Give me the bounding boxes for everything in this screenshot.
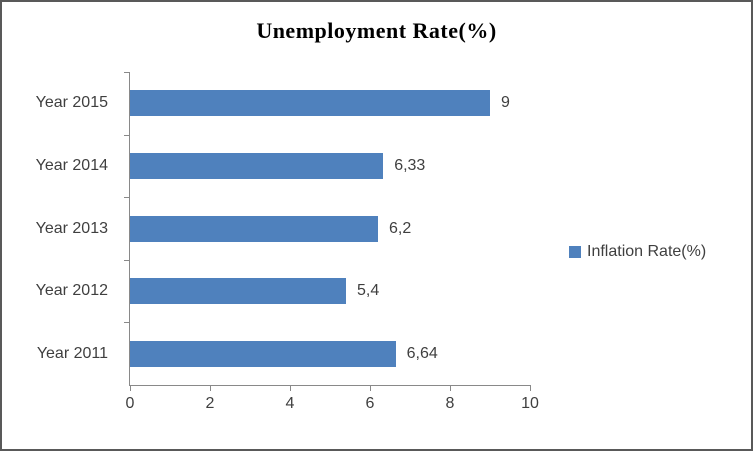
x-axis-tick [370, 385, 371, 391]
y-axis-tick [124, 259, 130, 261]
x-axis-tick [530, 385, 531, 391]
bar [130, 215, 378, 242]
x-tick-label: 10 [521, 395, 539, 412]
x-tick-label: 0 [125, 395, 135, 412]
bar [130, 152, 384, 179]
legend-label: Inflation Rate(%) [587, 243, 707, 260]
value-label: 5,4 [357, 282, 380, 300]
x-axis-tick [450, 385, 451, 391]
x-tick-label: 4 [285, 395, 295, 412]
y-axis-tick [124, 134, 130, 136]
value-label: 6,64 [406, 344, 438, 362]
plot-area: Year 2015 9 Year 2014 6,33 Year 2013 6,2 Year … [36, 72, 539, 412]
chart-title: Unemployment Rate(%) [256, 18, 497, 43]
value-label: 6,2 [389, 219, 412, 237]
legend-marker-icon [569, 246, 581, 258]
x-axis-tick [210, 385, 211, 391]
value-label: 9 [501, 94, 510, 112]
legend: Inflation Rate(%) [569, 243, 706, 261]
category-label: Year 2014 [35, 156, 108, 174]
x-tick-label: 8 [445, 395, 455, 412]
category-label: Year 2011 [36, 344, 108, 362]
category-label: Year 2015 [35, 94, 108, 112]
bar [130, 278, 346, 305]
value-label: 6,33 [394, 156, 426, 174]
bar [130, 340, 396, 367]
x-tick-label: 2 [205, 395, 215, 412]
category-label: Year 2012 [35, 282, 108, 300]
x-axis-tick [290, 385, 291, 391]
x-tick-label: 6 [365, 395, 375, 412]
category-label: Year 2013 [35, 219, 108, 237]
y-axis-tick [124, 322, 130, 324]
y-axis-tick [124, 72, 130, 73]
y-axis-tick [124, 197, 130, 199]
x-axis-tick [130, 385, 131, 391]
bar [130, 90, 490, 117]
